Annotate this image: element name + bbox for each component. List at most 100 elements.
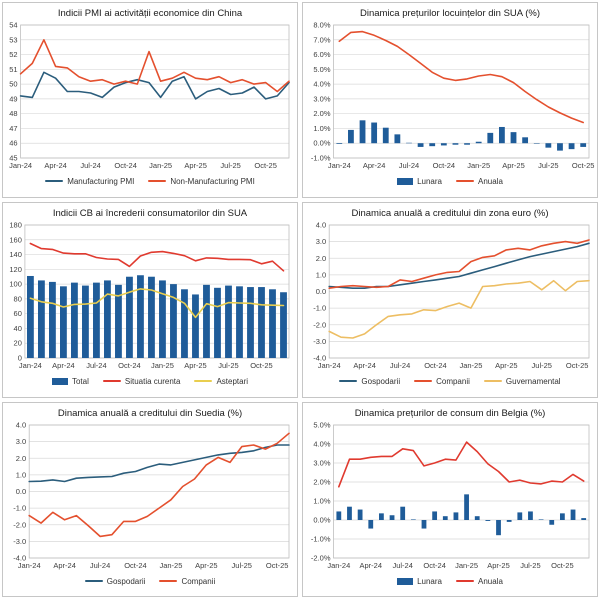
chart-title: Dinamica prețurilor de consum din Belgia… <box>354 408 546 419</box>
svg-text:160: 160 <box>9 235 22 244</box>
svg-text:-4.0: -4.0 <box>313 354 326 363</box>
svg-text:Apr-24: Apr-24 <box>363 161 386 170</box>
svg-text:Jan-25: Jan-25 <box>149 161 172 170</box>
svg-text:Oct-25: Oct-25 <box>551 561 574 570</box>
svg-text:0.0: 0.0 <box>16 487 26 496</box>
svg-text:-3.0: -3.0 <box>313 337 326 346</box>
legend-item-companii: Companii <box>159 577 215 586</box>
svg-text:Jan-24: Jan-24 <box>9 161 32 170</box>
line-swatch-icon <box>84 579 103 583</box>
chart-legend: Lunara Anuala <box>397 574 503 588</box>
line-swatch-icon <box>102 379 121 383</box>
chart-title: Dinamica anuală a creditului din Suedia … <box>57 408 243 419</box>
svg-text:Apr-24: Apr-24 <box>353 361 376 370</box>
svg-text:51: 51 <box>9 65 17 74</box>
chart-legend: Gospodarii Companii Guvernamental <box>339 374 561 388</box>
chart-legend: Total Situatia curenta Asteptari <box>51 374 248 388</box>
chart-legend: Lunara Anuala <box>397 174 503 188</box>
legend-label: Lunara <box>417 176 442 186</box>
svg-text:Jan-25: Jan-25 <box>159 561 182 570</box>
svg-text:20: 20 <box>14 339 22 348</box>
line-swatch-icon <box>483 379 502 383</box>
legend-item-anuala: Anuala <box>456 577 503 586</box>
chart-title: Dinamica prețurilor locuințelor din SUA … <box>359 8 541 19</box>
svg-text:Apr-24: Apr-24 <box>44 161 67 170</box>
svg-text:140: 140 <box>9 250 22 259</box>
legend-item-asteptari: Asteptari <box>194 377 248 386</box>
svg-text:Oct-24: Oct-24 <box>433 161 456 170</box>
svg-text:Jul-25: Jul-25 <box>532 361 552 370</box>
legend-item-guvernamental: Guvernamental <box>483 377 561 386</box>
svg-text:-1.0%: -1.0% <box>311 154 331 163</box>
svg-text:Jul-25: Jul-25 <box>538 161 558 170</box>
legend-label: Anuala <box>478 576 503 586</box>
legend-item-non-manufacturing-pmi: Non-Manufacturing PMI <box>148 177 255 186</box>
svg-text:0.0%: 0.0% <box>313 516 330 525</box>
svg-text:-2.0: -2.0 <box>313 320 326 329</box>
svg-text:Apr-24: Apr-24 <box>53 561 76 570</box>
svg-text:4.0%: 4.0% <box>313 440 330 449</box>
bar-swatch-icon <box>397 577 414 585</box>
svg-text:Oct-25: Oct-25 <box>254 161 277 170</box>
svg-text:-2.0: -2.0 <box>13 520 26 529</box>
svg-text:60: 60 <box>14 309 22 318</box>
legend-label: Situatia curenta <box>124 376 181 386</box>
svg-text:4.0%: 4.0% <box>313 80 330 89</box>
chart-panel-belgium-consumer-prices: Dinamica prețurilor de consum din Belgia… <box>302 402 598 597</box>
chart-canvas-us-house-prices: -1.0% 0.0% 1.0% 2.0% 3.0% 4.0% 5.0% 6.0% 7.0% 8.0… <box>311 21 595 170</box>
bar-swatch-icon <box>397 177 414 185</box>
svg-text:Oct-24: Oct-24 <box>118 361 141 370</box>
legend-item-lunara: Lunara <box>397 577 442 586</box>
svg-text:40: 40 <box>14 324 22 333</box>
svg-text:180: 180 <box>9 221 22 230</box>
svg-text:Apr-25: Apr-25 <box>184 361 207 370</box>
svg-text:Jan-25: Jan-25 <box>459 361 482 370</box>
chart-canvas-sweden-credit: -4.0 -3.0 -2.0 -1.0 0.0 1.0 2.0 3.0 4.0 Jan-24 Apr… <box>13 421 290 570</box>
svg-text:Jul-24: Jul-24 <box>392 561 412 570</box>
line-swatch-icon <box>456 179 474 183</box>
svg-text:-1.0: -1.0 <box>13 504 26 513</box>
legend-item-gospodarii: Gospodarii <box>339 377 400 386</box>
svg-text:2.0%: 2.0% <box>313 109 330 118</box>
svg-text:0: 0 <box>18 354 22 363</box>
legend-item-manufacturing-pmi: Manufacturing PMI <box>45 177 134 186</box>
svg-text:Jul-24: Jul-24 <box>399 161 419 170</box>
svg-text:-1.0%: -1.0% <box>311 535 331 544</box>
svg-text:Jan-25: Jan-25 <box>151 361 174 370</box>
svg-text:7.0%: 7.0% <box>313 35 330 44</box>
chart-legend: Manufacturing PMI Non-Manufacturing PMI <box>45 174 255 188</box>
svg-text:3.0: 3.0 <box>316 237 326 246</box>
svg-text:4.0: 4.0 <box>316 221 326 230</box>
svg-text:Apr-24: Apr-24 <box>360 561 383 570</box>
svg-text:Jul-25: Jul-25 <box>520 561 540 570</box>
legend-item-lunara: Lunara <box>397 177 442 186</box>
legend-item-total: Total <box>51 376 89 386</box>
svg-text:2.0: 2.0 <box>316 254 326 263</box>
legend-item-anuala: Anuala <box>456 177 503 186</box>
svg-text:52: 52 <box>9 50 17 59</box>
svg-text:Oct-24: Oct-24 <box>124 561 147 570</box>
svg-text:2.0%: 2.0% <box>313 478 330 487</box>
line-swatch-icon <box>159 579 178 583</box>
svg-text:Oct-24: Oct-24 <box>423 561 446 570</box>
legend-label: Companii <box>181 576 216 586</box>
svg-text:45: 45 <box>9 154 17 163</box>
chart-title: Indicii CB ai încrederii consumatorilor … <box>52 208 248 219</box>
bar-swatch-icon <box>51 377 68 385</box>
legend-label: Companii <box>436 376 470 386</box>
svg-text:Apr-25: Apr-25 <box>195 561 218 570</box>
legend-label: Total <box>71 376 89 386</box>
svg-text:Oct-24: Oct-24 <box>424 361 447 370</box>
svg-text:-1.0: -1.0 <box>313 304 326 313</box>
svg-text:54: 54 <box>9 21 17 30</box>
line-swatch-icon <box>339 379 358 383</box>
chart-panel-sweden-credit: Dinamica anuală a creditului din Suedia … <box>2 402 298 597</box>
legend-label: Gospodarii <box>106 576 146 586</box>
svg-text:Jul-24: Jul-24 <box>90 561 110 570</box>
chart-panel-euro-area-credit: Dinamica anuală a creditului din zona eu… <box>302 202 598 398</box>
svg-text:Jan-24: Jan-24 <box>19 361 42 370</box>
svg-text:80: 80 <box>14 294 22 303</box>
svg-text:120: 120 <box>9 265 22 274</box>
svg-text:1.0: 1.0 <box>316 270 326 279</box>
svg-text:Jul-25: Jul-25 <box>232 561 252 570</box>
